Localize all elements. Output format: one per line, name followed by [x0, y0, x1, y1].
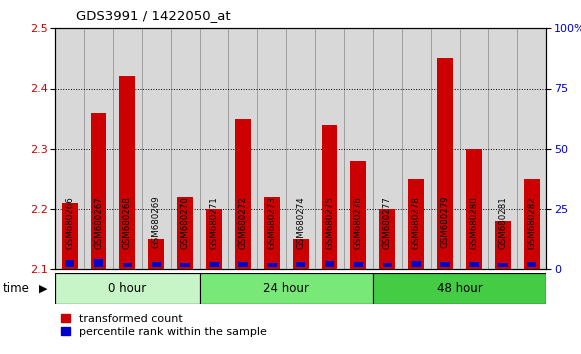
Bar [325, 261, 334, 267]
Bar [180, 263, 190, 267]
Bar [440, 262, 450, 267]
Bar [315, 28, 344, 269]
Bar [379, 209, 395, 269]
Bar [171, 28, 200, 269]
Bar [55, 28, 84, 269]
Text: GSM680270: GSM680270 [181, 196, 189, 249]
Bar [296, 262, 306, 267]
Bar [354, 262, 363, 267]
Bar [322, 125, 338, 269]
Bar [257, 28, 286, 269]
Bar [209, 262, 219, 267]
Legend: transformed count, percentile rank within the sample: transformed count, percentile rank withi… [61, 314, 267, 337]
Bar [264, 197, 279, 269]
Text: 24 hour: 24 hour [263, 282, 309, 295]
Bar [469, 262, 479, 267]
Text: GSM680278: GSM680278 [412, 196, 421, 249]
Text: GSM680280: GSM680280 [469, 196, 478, 249]
Text: GSM680274: GSM680274 [296, 196, 305, 249]
Bar [401, 28, 431, 269]
Bar [523, 179, 540, 269]
Text: GSM680273: GSM680273 [267, 196, 277, 249]
Bar [235, 119, 251, 269]
Bar [411, 261, 421, 267]
Text: GSM680279: GSM680279 [440, 196, 450, 249]
Text: GSM680271: GSM680271 [210, 196, 218, 249]
Bar [408, 179, 424, 269]
Bar [437, 58, 453, 269]
Text: GSM680282: GSM680282 [527, 196, 536, 249]
Bar [200, 273, 373, 304]
Bar [152, 262, 161, 267]
Bar [120, 76, 135, 269]
Bar [84, 28, 113, 269]
Bar [495, 221, 511, 269]
Bar [206, 209, 222, 269]
Bar [148, 239, 164, 269]
Text: GSM680275: GSM680275 [325, 196, 334, 249]
Text: GSM680267: GSM680267 [94, 196, 103, 249]
Bar [65, 260, 74, 267]
Bar [286, 28, 315, 269]
Bar [466, 149, 482, 269]
Bar [113, 28, 142, 269]
Bar [527, 262, 536, 267]
Text: GDS3991 / 1422050_at: GDS3991 / 1422050_at [76, 9, 230, 22]
Text: GSM680272: GSM680272 [238, 196, 248, 249]
Text: GSM680266: GSM680266 [65, 196, 74, 249]
Bar [344, 28, 373, 269]
Text: GSM680281: GSM680281 [498, 196, 507, 249]
Bar [228, 28, 257, 269]
Text: GSM680269: GSM680269 [152, 196, 161, 249]
Bar [431, 28, 460, 269]
Text: ▶: ▶ [39, 284, 48, 293]
Text: GSM680268: GSM680268 [123, 196, 132, 249]
Text: GSM680276: GSM680276 [354, 196, 363, 249]
Bar [498, 263, 508, 267]
Bar [460, 28, 489, 269]
Bar [62, 203, 78, 269]
Bar [382, 263, 392, 267]
Text: 0 hour: 0 hour [108, 282, 146, 295]
Bar [489, 28, 517, 269]
Bar [91, 113, 106, 269]
Bar [373, 273, 546, 304]
Bar [177, 197, 193, 269]
Text: GSM680277: GSM680277 [383, 196, 392, 249]
Bar [238, 262, 248, 267]
Bar [94, 259, 103, 267]
Bar [373, 28, 401, 269]
Bar [55, 273, 200, 304]
Bar [267, 263, 277, 267]
Bar [200, 28, 228, 269]
Bar [517, 28, 546, 269]
Bar [350, 161, 367, 269]
Bar [123, 263, 132, 267]
Bar [293, 239, 309, 269]
Text: 48 hour: 48 hour [437, 282, 482, 295]
Bar [142, 28, 171, 269]
Text: time: time [3, 282, 30, 295]
